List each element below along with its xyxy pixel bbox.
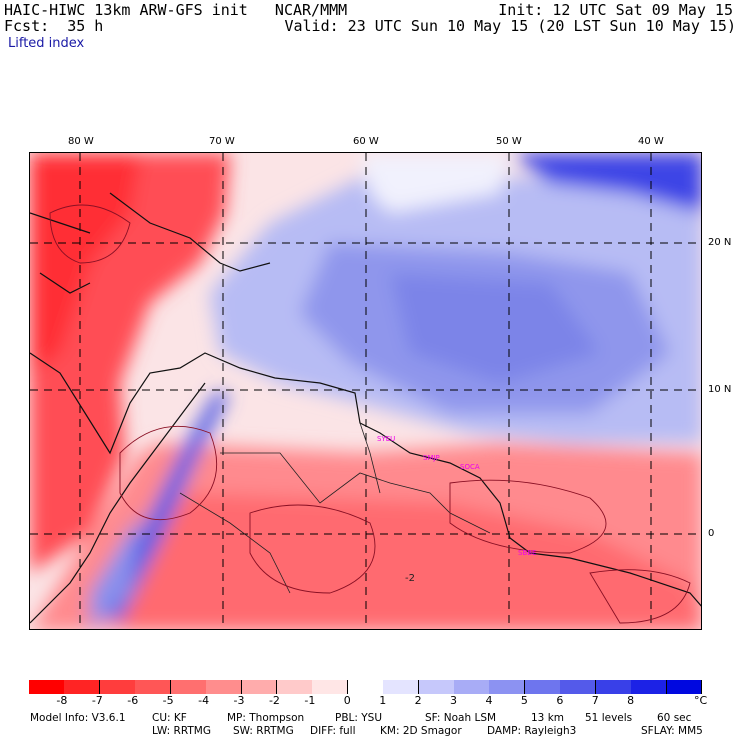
colorbar-tick-label: 7 <box>591 694 599 707</box>
colorbar-swatch <box>347 680 384 694</box>
colorbar-tick-label: -5 <box>162 694 174 707</box>
footer-l1-pbl: PBL: YSU <box>335 712 383 724</box>
colorbar-swatch <box>29 680 65 694</box>
model-title: HAIC-HIWC 13km ARW-GFS init NCAR/MMM <box>4 1 348 19</box>
colorbar-tick-label: -6 <box>127 694 139 707</box>
colorbar-tick-label: 1 <box>379 694 387 707</box>
contour-label: -2 <box>405 573 415 584</box>
station-smjp: SMJP <box>423 454 440 462</box>
colorbar-swatch <box>524 680 561 694</box>
colorbar-tick-label: -1 <box>304 694 316 707</box>
footer-l1-model: Model Info: V3.6.1 <box>30 712 126 724</box>
station-soca: SOCA <box>460 463 480 471</box>
colorbar-swatch <box>418 680 455 694</box>
lat-label-10n: 10 N <box>708 384 732 395</box>
coastlines <box>30 192 701 624</box>
colorbar-tick-label: 5 <box>520 694 528 707</box>
contours <box>49 204 691 624</box>
colorbar-swatch <box>276 680 313 694</box>
footer-l1-mp: MP: Thompson <box>227 712 305 724</box>
colorbar-swatch <box>383 680 420 694</box>
lon-label-80w: 80 W <box>68 136 94 147</box>
colorbar-tick-label: 8 <box>627 694 635 707</box>
colorbar-swatch <box>170 680 207 694</box>
colorbar-swatch <box>631 680 668 694</box>
colorbar-tick-label: -4 <box>198 694 210 707</box>
colorbar <box>29 680 703 694</box>
footer-l2-damp: DAMP: Rayleigh3 <box>487 725 577 737</box>
colorbar-swatch <box>312 680 349 694</box>
lat-label-20n: 20 N <box>708 237 732 248</box>
colorbar-tick-label: 2 <box>414 694 422 707</box>
field-name: Lifted index <box>8 36 85 51</box>
lon-label-60w: 60 W <box>353 136 379 147</box>
station-markers: SYEU SMJP SOCA SBBE <box>377 435 536 557</box>
lon-label-70w: 70 W <box>209 136 235 147</box>
footer-l1-levels: 51 levels <box>585 712 633 724</box>
colorbar-swatch <box>99 680 136 694</box>
footer-l2-sflay: SFLAY: MM5 <box>641 725 703 737</box>
footer-l1-sf: SF: Noah LSM <box>425 712 497 724</box>
colorbar-tick-label: 6 <box>556 694 564 707</box>
colorbar-swatch <box>489 680 526 694</box>
colorbar-tick-label: -7 <box>91 694 103 707</box>
footer-l1-res: 13 km <box>531 712 565 724</box>
colorbar-tick-label: -2 <box>268 694 280 707</box>
station-sbbe: SBBE <box>518 549 536 557</box>
colorbar-swatch <box>595 680 632 694</box>
colorbar-tick-label: 0 <box>343 694 351 707</box>
lon-label-40w: 40 W <box>638 136 664 147</box>
colorbar-unit: °C <box>694 694 708 707</box>
colorbar-swatch <box>241 680 278 694</box>
colorbar-tick-label: -8 <box>56 694 68 707</box>
station-syeu: SYEU <box>377 435 395 443</box>
footer-l1-dt: 60 sec <box>657 712 692 724</box>
init-time: Init: 12 UTC Sat 09 May 15 <box>498 1 733 19</box>
colorbar-swatch <box>135 680 172 694</box>
forecast-hour: Fcst: 35 h <box>4 17 104 35</box>
colorbar-tick-label: -3 <box>233 694 245 707</box>
colorbar-swatch <box>206 680 242 694</box>
footer-l1-cu: CU: KF <box>152 712 187 724</box>
footer-l2-diff: DIFF: full <box>310 725 356 737</box>
colorbar-tick-label: 4 <box>485 694 493 707</box>
lifted-index-map: SYEU SMJP SOCA SBBE -2 <box>29 152 702 630</box>
colorbar-tick-label: 3 <box>450 694 458 707</box>
colorbar-swatch <box>454 680 490 694</box>
footer-l2-km: KM: 2D Smagor <box>380 725 462 737</box>
valid-time: Valid: 23 UTC Sun 10 May 15 (20 LST Sun … <box>284 17 736 35</box>
footer-l2-lw: LW: RRTMG <box>152 725 211 737</box>
lat-lon-grid <box>30 153 701 629</box>
lon-label-50w: 50 W <box>496 136 522 147</box>
colorbar-swatch <box>560 680 597 694</box>
footer-l2-sw: SW: RRTMG <box>233 725 294 737</box>
colorbar-swatch <box>64 680 101 694</box>
lat-label-0: 0 <box>708 528 715 539</box>
colorbar-swatch <box>666 680 703 694</box>
